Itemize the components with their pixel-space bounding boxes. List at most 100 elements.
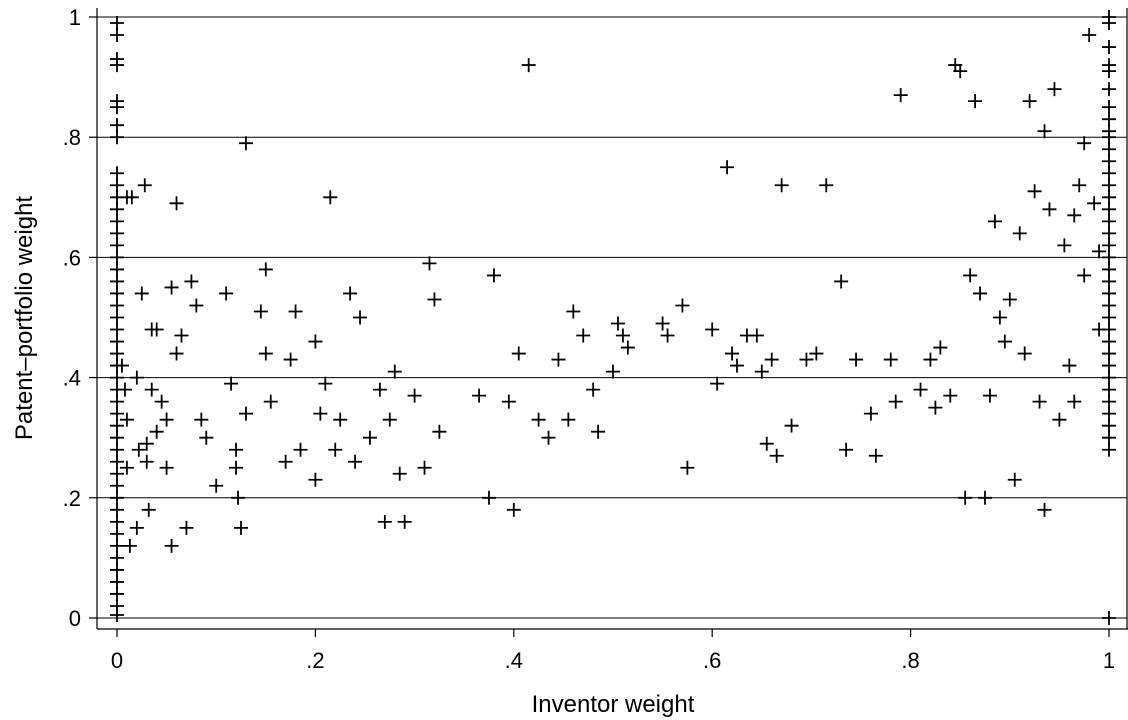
data-point-161: [531, 412, 546, 427]
data-point-151: [422, 256, 437, 271]
x-tick-label-4: .8: [901, 648, 919, 673]
data-point-217: [1002, 292, 1017, 307]
data-point-32: [110, 454, 124, 469]
tick-labels: 0 .2 .4 .6 .8 1 0 .2 .4 .6 .8 1: [63, 5, 1115, 673]
data-point-64: [1102, 238, 1116, 253]
data-point-112: [189, 298, 204, 313]
data-point-163: [551, 352, 566, 367]
data-point-190: [799, 352, 814, 367]
data-point-204: [933, 340, 948, 355]
data-point-188: [774, 178, 789, 193]
data-point-203: [928, 400, 943, 415]
data-point-62: [1102, 214, 1116, 229]
data-point-42: [110, 574, 124, 589]
data-point-140: [348, 454, 363, 469]
data-point-176: [680, 460, 695, 475]
data-point-125: [258, 262, 273, 277]
data-point-181: [730, 358, 744, 373]
data-point-92: [131, 442, 146, 457]
data-point-189: [784, 418, 799, 433]
data-point-17: [110, 274, 124, 289]
data-point-74: [1102, 358, 1116, 373]
data-point-43: [110, 586, 124, 601]
data-point-201: [913, 382, 928, 397]
data-point-80: [1102, 430, 1116, 445]
y-tick-label-5: 1: [69, 5, 81, 30]
data-point-0: [110, 16, 124, 31]
data-point-78: [1102, 406, 1116, 421]
data-point-83: [114, 358, 129, 373]
data-point-61: [1102, 202, 1116, 217]
data-point-63: [1102, 226, 1116, 241]
x-tick-label-2: .4: [505, 648, 523, 673]
data-point-81: [1102, 442, 1116, 457]
data-point-30: [110, 430, 124, 445]
data-point-165: [566, 304, 581, 319]
data-point-12: [110, 214, 124, 229]
data-point-154: [472, 388, 487, 403]
data-point-174: [660, 328, 675, 343]
data-point-227: [1047, 82, 1062, 97]
data-point-96: [139, 454, 154, 469]
data-point-199: [888, 394, 903, 409]
data-point-84: [117, 382, 132, 397]
data-point-36: [110, 502, 124, 517]
data-point-155: [482, 490, 496, 505]
data-point-21: [110, 322, 124, 337]
data-point-234: [1077, 136, 1092, 151]
data-point-8: [110, 166, 124, 181]
data-point-88: [122, 538, 137, 553]
data-point-38: [110, 526, 124, 541]
data-point-202: [923, 352, 938, 367]
data-point-193: [834, 274, 849, 289]
data-point-186: [764, 352, 779, 367]
data-point-231: [1067, 208, 1082, 223]
data-point-114: [199, 430, 214, 445]
data-point-179: [720, 160, 735, 175]
data-point-55: [1102, 130, 1116, 145]
data-point-150: [417, 460, 432, 475]
data-point-37: [110, 514, 124, 529]
data-point-27: [110, 394, 124, 409]
data-point-200: [893, 88, 908, 103]
data-point-168: [591, 424, 606, 439]
data-point-41: [110, 562, 124, 577]
data-point-72: [1102, 334, 1116, 349]
data-point-104: [159, 412, 174, 427]
data-point-76: [1102, 382, 1116, 397]
data-point-147: [392, 466, 407, 481]
data-point-5: [110, 100, 124, 115]
data-point-103: [159, 460, 174, 475]
data-point-25: [110, 370, 124, 385]
data-point-56: [1102, 142, 1116, 157]
data-point-215: [992, 310, 1007, 325]
data-point-93: [134, 286, 149, 301]
data-point-152: [427, 292, 442, 307]
data-point-124: [253, 304, 268, 319]
data-point-105: [164, 280, 179, 295]
data-point-73: [1102, 346, 1116, 361]
data-point-212: [978, 490, 992, 505]
data-point-238: [1092, 244, 1107, 259]
data-point-224: [1037, 124, 1052, 139]
data-point-33: [110, 466, 124, 481]
data-point-90: [129, 370, 144, 385]
data-point-173: [655, 316, 670, 331]
data-point-66: [1102, 262, 1116, 277]
data-point-106: [164, 538, 179, 553]
data-point-14: [110, 238, 124, 253]
data-point-191: [809, 346, 824, 361]
data-point-185: [759, 436, 774, 451]
data-point-117: [224, 376, 239, 391]
data-point-45: [110, 607, 124, 622]
data-point-108: [169, 346, 184, 361]
data-point-126: [258, 346, 273, 361]
data-point-131: [293, 442, 308, 457]
data-point-196: [863, 406, 878, 421]
data-point-95: [139, 436, 154, 451]
data-point-192: [819, 178, 834, 193]
data-point-110: [179, 520, 194, 535]
data-point-58: [1102, 166, 1116, 181]
data-point-77: [1102, 394, 1116, 409]
data-point-146: [387, 364, 402, 379]
